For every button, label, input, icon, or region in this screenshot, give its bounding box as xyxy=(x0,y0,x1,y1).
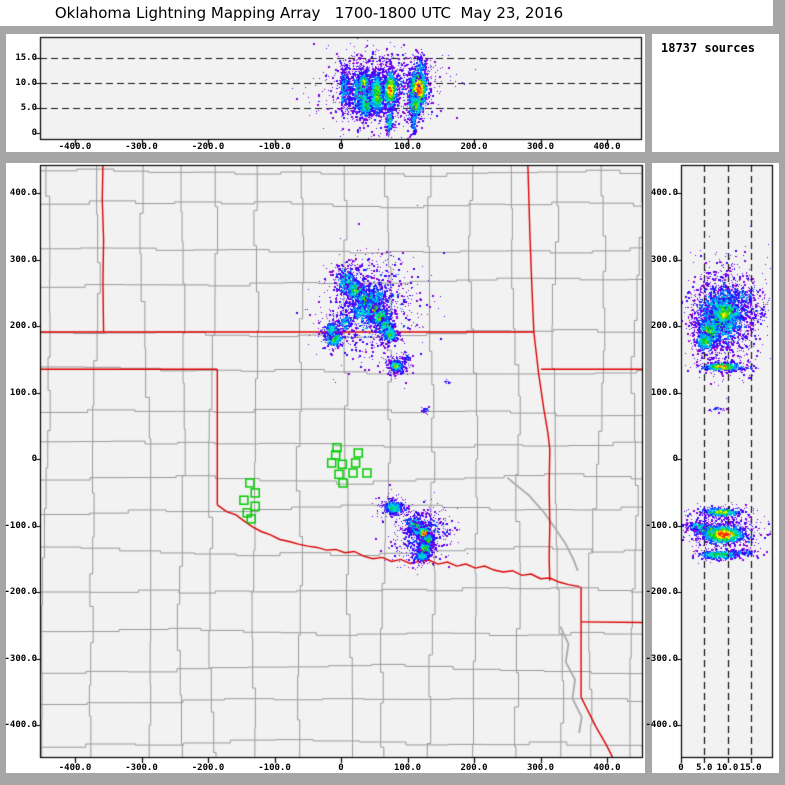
plan-view-plot-canvas[interactable] xyxy=(6,163,645,773)
tick-label: -200.0 xyxy=(4,587,37,597)
sources-count-label: 18737 sources xyxy=(661,41,755,55)
tick-label: 5.0 xyxy=(20,103,37,113)
tick-label: 0 xyxy=(31,128,37,138)
tick-label: 200.0 xyxy=(460,142,488,152)
tick-label: -100.0 xyxy=(258,142,291,152)
tick-label: 0 xyxy=(678,763,684,773)
tick-label: -300.0 xyxy=(125,142,158,152)
tick-label: 100.0 xyxy=(9,387,37,398)
tick-label: -300.0 xyxy=(4,653,37,664)
tick-label: 5.0 xyxy=(696,763,713,773)
tick-label: 300.0 xyxy=(526,142,555,152)
tick-label: -100.0 xyxy=(258,763,291,773)
tick-label: -200.0 xyxy=(191,142,225,152)
tick-label: 200.0 xyxy=(650,321,678,331)
tick-label: 100.0 xyxy=(393,142,422,152)
tick-label: -200.0 xyxy=(191,763,225,773)
tick-label: 0 xyxy=(672,454,678,464)
tick-label: -400.0 xyxy=(58,763,92,773)
tick-label: 0 xyxy=(338,763,344,773)
tick-label: 300.0 xyxy=(650,254,678,265)
sources-count-box: 18737 sources xyxy=(652,34,779,152)
tick-label: 400.0 xyxy=(9,188,37,198)
plot-title: Oklahoma Lightning Mapping Array 1700-18… xyxy=(54,4,564,22)
tick-label: 200.0 xyxy=(9,321,37,331)
tick-label: 300.0 xyxy=(9,254,37,265)
tick-label: 0 xyxy=(31,454,37,464)
tick-label: -300.0 xyxy=(645,653,678,664)
ns-altitude-plot-canvas[interactable] xyxy=(652,163,779,773)
ew-altitude-plot-canvas[interactable] xyxy=(6,34,645,152)
tick-label: 15.0 xyxy=(739,763,762,773)
tick-label: 400.0 xyxy=(593,763,621,773)
tick-label: -100.0 xyxy=(645,520,678,531)
ew-altitude-panel: -400.0 -300.0 -200.0 -100.0 0 100.0 200.0 300.0… xyxy=(6,34,645,152)
tick-label: -100.0 xyxy=(4,520,37,531)
ns-altitude-panel: 0 5.0 10.0 15.0 400.0 300.0 200.0 100.0 0 -100.0 -… xyxy=(645,163,779,773)
tick-label: 15.0 xyxy=(15,53,37,63)
tick-label: 400.0 xyxy=(593,142,621,152)
tick-label: -400.0 xyxy=(58,142,92,152)
tick-label: -400.0 xyxy=(645,720,678,730)
tick-label: 10.0 xyxy=(716,763,739,773)
tick-label: 10.0 xyxy=(15,78,37,88)
tick-label: 200.0 xyxy=(460,763,488,773)
tick-label: 400.0 xyxy=(650,188,678,198)
tick-label: 100.0 xyxy=(650,387,678,398)
title-bar: Oklahoma Lightning Mapping Array 1700-18… xyxy=(0,0,773,26)
tick-label: -400.0 xyxy=(4,720,37,730)
plan-view-panel: -400.0 -300.0 -200.0 -100.0 0 100.0 200.0 300.0… xyxy=(4,163,645,773)
tick-label: -200.0 xyxy=(645,587,678,597)
tick-label: 100.0 xyxy=(393,763,422,773)
tick-label: 0 xyxy=(338,142,344,152)
tick-label: 300.0 xyxy=(526,763,555,773)
tick-label: -300.0 xyxy=(125,763,158,773)
